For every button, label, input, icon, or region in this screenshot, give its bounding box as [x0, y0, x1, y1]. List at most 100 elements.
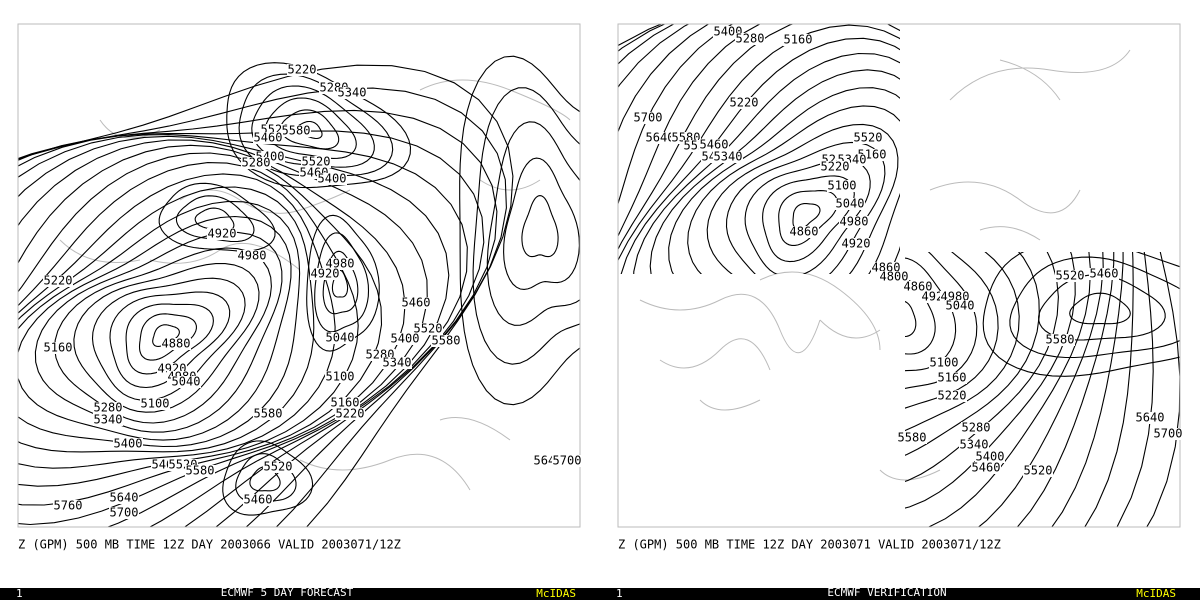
contour-label: 5340	[338, 86, 367, 100]
contour-label: 5280	[242, 156, 271, 170]
label-bg	[113, 438, 143, 450]
label-bg	[390, 333, 420, 345]
contour-line	[306, 214, 380, 352]
contour-line	[18, 215, 292, 441]
label-bg	[325, 258, 355, 270]
contour-line	[618, 24, 900, 262]
contour-label: 5580	[432, 334, 461, 348]
panel-frame	[617, 23, 1181, 528]
contour-line	[905, 252, 999, 409]
label-bg	[1045, 334, 1075, 346]
contour-label: 5460	[1090, 267, 1119, 281]
label-bg	[109, 507, 139, 519]
label-bg	[431, 335, 461, 347]
label-bg	[401, 297, 431, 309]
label-bg	[140, 398, 170, 410]
contour-line	[503, 157, 580, 290]
label-bg	[185, 465, 215, 477]
footer-number: 1	[16, 587, 23, 600]
label-bg	[330, 397, 360, 409]
caption: Z (GPM) 500 MB TIME 12Z DAY 2003071 VALI…	[618, 538, 1001, 552]
contour-line	[235, 453, 297, 504]
contour-label: 5220	[938, 389, 967, 403]
contour-label: 5640	[646, 131, 675, 145]
contour-label: 5520	[302, 155, 331, 169]
contour-label: 5580	[186, 464, 215, 478]
contour-label: 5220	[44, 274, 73, 288]
label-bg	[1089, 268, 1119, 280]
label-bg	[945, 300, 975, 312]
label-bg	[43, 342, 73, 354]
footer-title: ECMWF 5 DAY FORECAST	[221, 586, 354, 599]
contour-line	[977, 252, 1104, 527]
label-bg	[43, 275, 73, 287]
label-bg	[841, 238, 871, 250]
contour-label: 5340	[383, 356, 412, 370]
label-bg	[287, 64, 317, 76]
contour-line	[18, 186, 315, 453]
contour-label: 5100	[326, 370, 355, 384]
label-bg	[783, 34, 813, 46]
label-bg	[735, 33, 765, 45]
contour-label: 5400	[391, 332, 420, 346]
contour-label: 5460	[700, 138, 729, 152]
contour-line	[1069, 292, 1131, 325]
label-bg	[903, 281, 933, 293]
contour-line	[905, 257, 957, 372]
label-bg	[820, 161, 850, 173]
contour-line	[222, 440, 314, 516]
label-bg	[839, 216, 869, 228]
contour-label: 5700	[110, 506, 139, 520]
contour-line	[175, 195, 255, 243]
label-bg	[1023, 465, 1053, 477]
label-bg	[161, 338, 191, 350]
contour-line	[521, 195, 559, 258]
contour-label: 5160	[784, 33, 813, 47]
contour-label: 5220	[730, 96, 759, 110]
label-bg	[552, 455, 582, 467]
label-bg	[237, 250, 267, 262]
label-bg	[335, 408, 365, 420]
label-bg	[413, 323, 443, 335]
contour-label: 5160	[331, 396, 360, 410]
label-bg	[897, 432, 927, 444]
contour-line	[54, 247, 272, 424]
contour-label: 5640	[1136, 411, 1165, 425]
label-bg	[959, 439, 989, 451]
contour-line	[982, 252, 1180, 377]
contour-line	[905, 252, 1076, 509]
label-bg	[337, 87, 367, 99]
contour-label: 5340	[94, 413, 123, 427]
label-bg	[937, 390, 967, 402]
contour-label: 5160	[938, 371, 967, 385]
contour-line	[34, 231, 283, 433]
label-bg	[729, 97, 759, 109]
footer-brand: McIDAS	[536, 587, 576, 600]
label-bg	[975, 451, 1005, 463]
contour-line	[125, 303, 214, 375]
label-bg	[382, 357, 412, 369]
footer-brand: McIDAS	[1136, 587, 1176, 600]
contour-label: 5100	[930, 356, 959, 370]
contour-label: 5280	[94, 401, 123, 415]
contour-line	[1146, 252, 1180, 527]
contour-line	[778, 190, 838, 246]
contour-label: 5340	[960, 438, 989, 452]
contour-line	[668, 87, 900, 274]
contour-line	[109, 291, 231, 389]
panel-frame	[17, 23, 581, 528]
label-bg	[310, 268, 340, 280]
contour-label: 5580	[254, 407, 283, 421]
contour-label: 5460	[244, 493, 273, 507]
label-bg	[93, 414, 123, 426]
contour-label: 5700	[634, 111, 663, 125]
label-bg	[301, 156, 331, 168]
label-bg	[325, 371, 355, 383]
label-bg	[633, 112, 663, 124]
contour-label: 5220	[821, 160, 850, 174]
contour-line	[18, 162, 359, 487]
contour-line	[18, 200, 301, 448]
contour-label: 5460	[402, 296, 431, 310]
contour-line	[73, 263, 260, 413]
